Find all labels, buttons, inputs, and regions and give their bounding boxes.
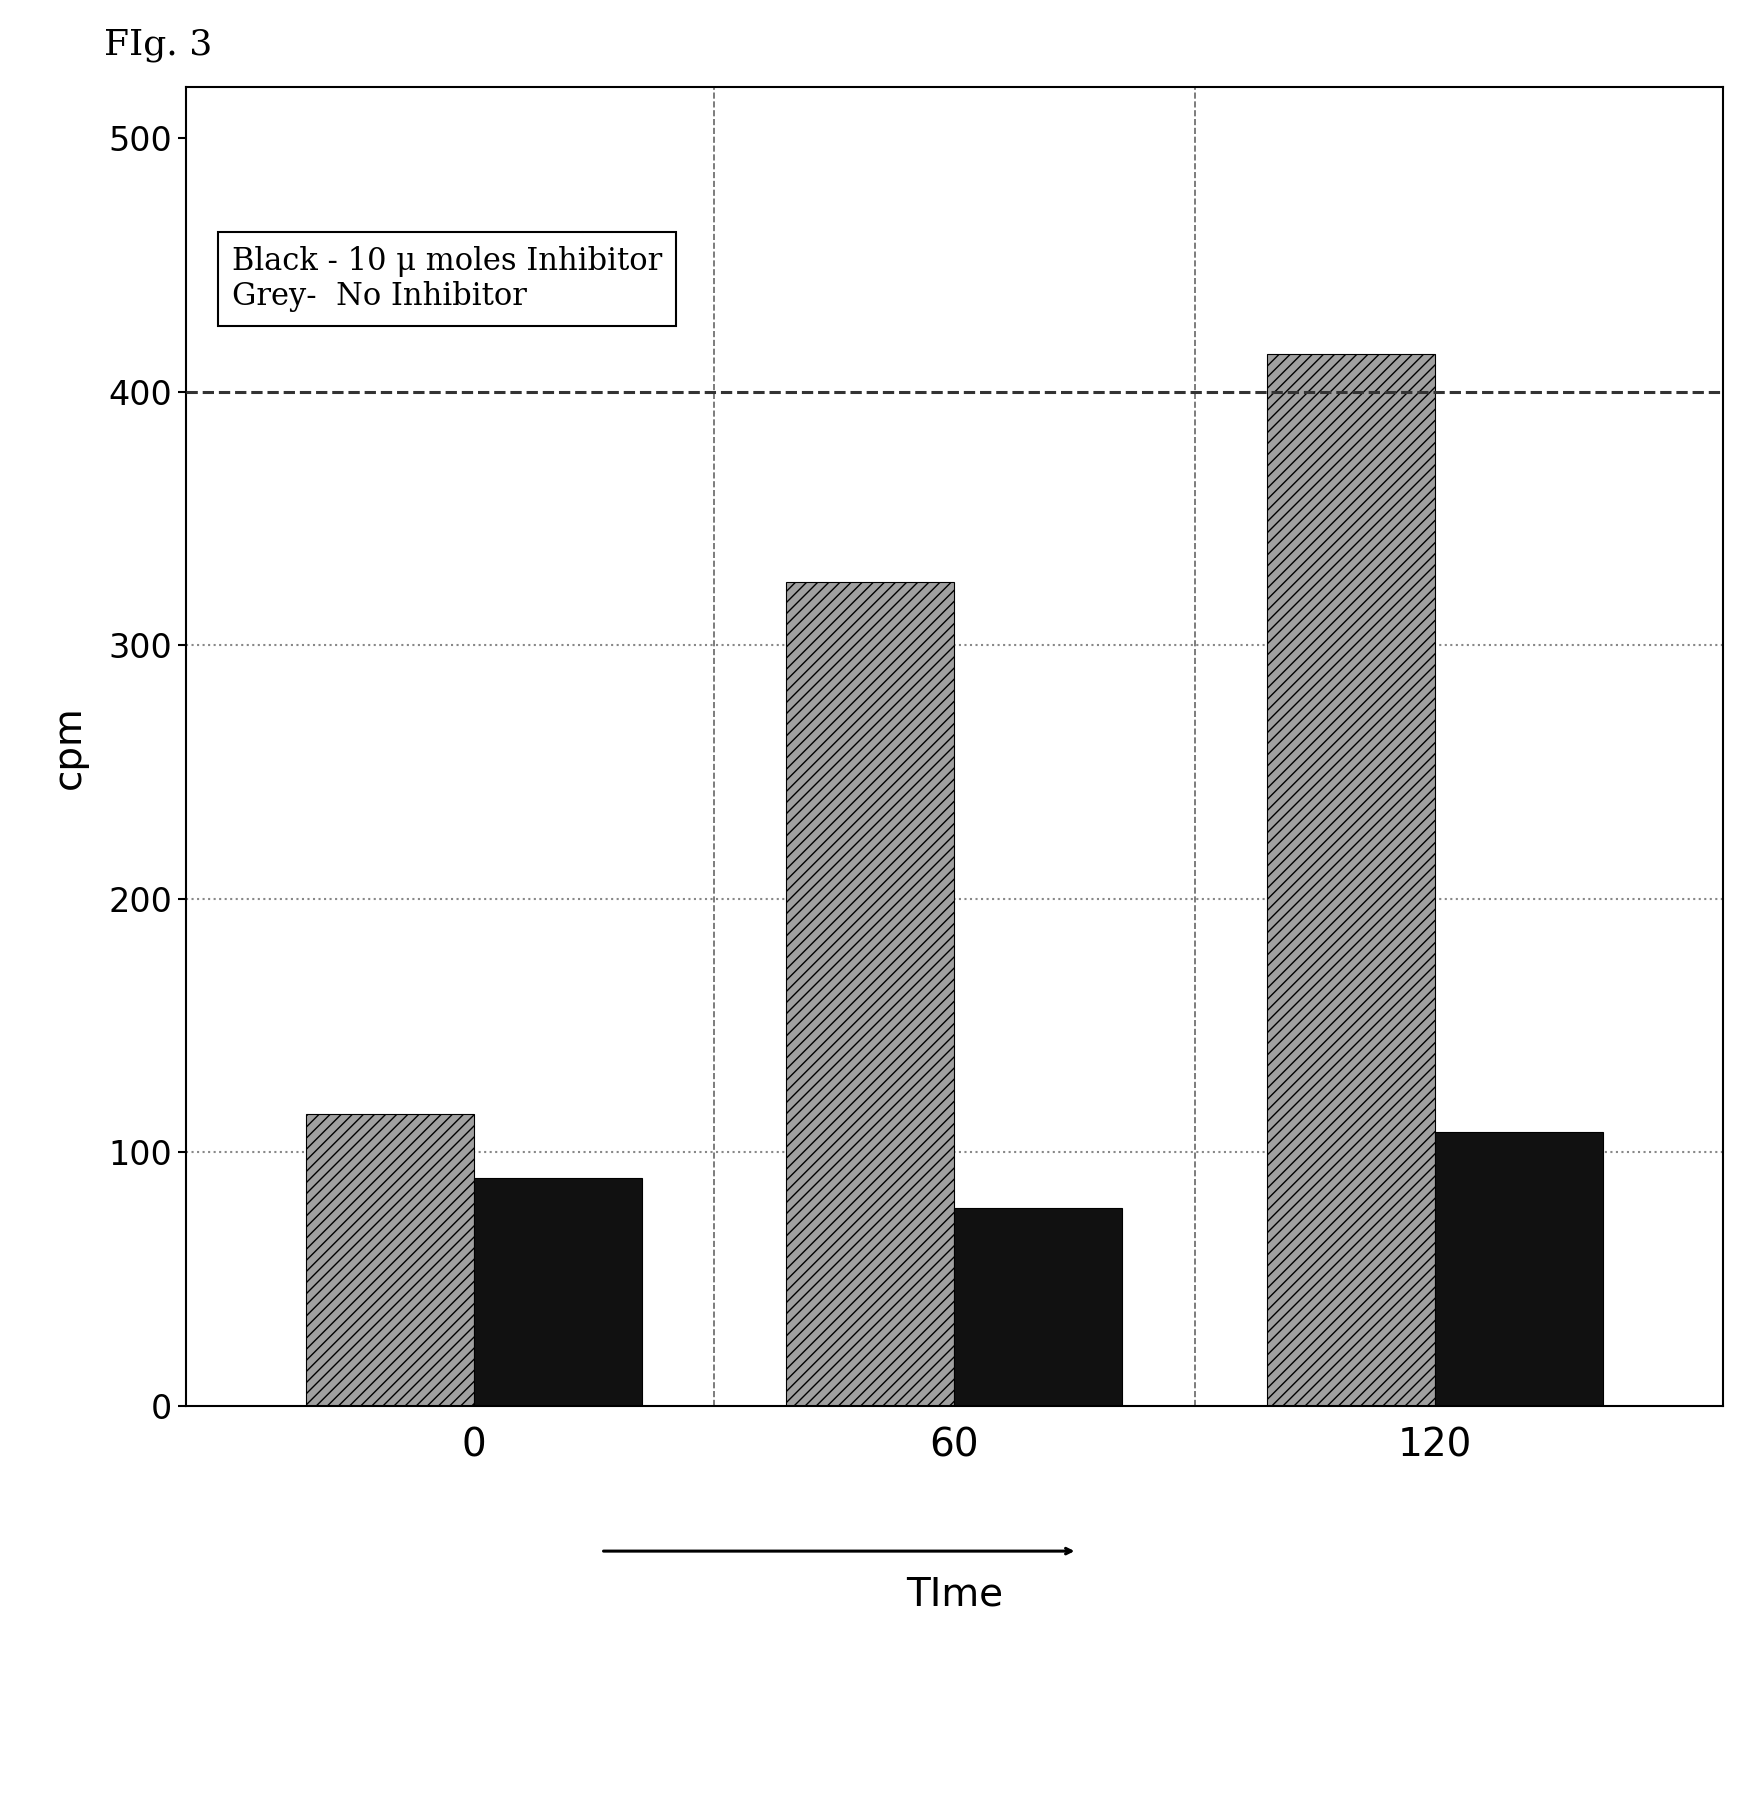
Bar (1267, 353, 1436, 1406)
Bar (1436, 1133, 1602, 1406)
Y-axis label: cpm: cpm (50, 704, 87, 789)
Bar (474, 1178, 641, 1406)
Bar (786, 581, 954, 1406)
Bar (306, 1115, 474, 1406)
Bar (954, 1209, 1123, 1406)
Text: FIg. 3: FIg. 3 (104, 27, 212, 62)
Text: Black - 10 μ moles Inhibitor
Grey-  No Inhibitor: Black - 10 μ moles Inhibitor Grey- No In… (231, 246, 662, 313)
X-axis label: TIme: TIme (905, 1577, 1003, 1615)
